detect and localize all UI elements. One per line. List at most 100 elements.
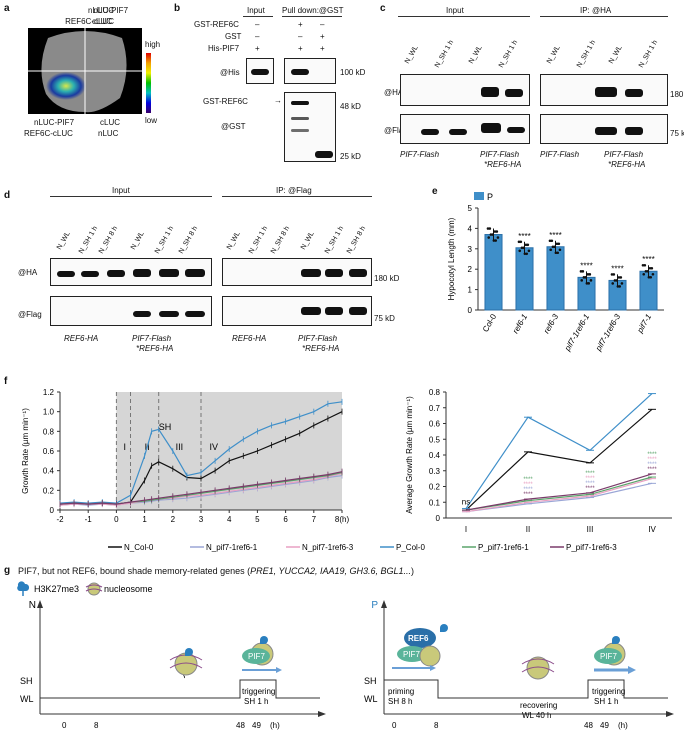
a-tl2: REF6C-cLUC [65, 17, 114, 26]
data-point [493, 230, 497, 233]
legend-label: N_pif7-1ref6-3 [302, 543, 354, 552]
svg-text:WL: WL [364, 694, 378, 704]
c-lane: N_WL [467, 44, 484, 65]
significance-label: **** [523, 487, 533, 493]
data-point [492, 239, 496, 242]
y-tick-label: 5 [468, 204, 473, 213]
x-tick-label: Col-0 [481, 312, 499, 334]
data-point [612, 273, 616, 276]
hypocotyl-bar-chart: P 0 1 2 3 4 5 Hypocotyl Length (mm) Col-0 **** ref… [447, 192, 664, 353]
series-line [465, 393, 653, 509]
series-line [59, 401, 343, 504]
svg-text:48: 48 [584, 721, 593, 730]
data-point [519, 240, 523, 244]
x-tick-label: II [526, 525, 530, 534]
b-row-name: GST-REF6C [194, 20, 239, 29]
data-point [610, 273, 614, 276]
series-line [59, 473, 343, 506]
x-tick-label: ref6-3 [542, 312, 561, 335]
d-lane: N_WL [299, 230, 316, 251]
y-tick-label: 0.6 [43, 447, 55, 456]
svg-text:SH 1 h: SH 1 h [244, 697, 268, 706]
svg-text:priming: priming [388, 687, 414, 696]
d-genotype: PIF7-Flash [298, 334, 338, 343]
luciferase-image [28, 28, 142, 114]
data-point [523, 252, 527, 256]
c-flag-ip-blot [540, 114, 668, 144]
x-tick-label: 7 [312, 515, 317, 524]
data-point [650, 266, 654, 270]
legend-label: N_Col-0 [124, 543, 154, 552]
data-point [589, 279, 593, 282]
data-point [617, 276, 621, 279]
data-point [615, 279, 619, 282]
c-lane: N_WL [607, 44, 624, 65]
significance-label: **** [647, 457, 657, 463]
b-row-name: His-PIF7 [208, 44, 240, 53]
legend-label: P_pif7-1ref6-3 [566, 543, 617, 552]
d-lane: N_WL [129, 230, 146, 251]
c-flag-input-blot [400, 114, 530, 144]
y-tick-label: 0.5 [429, 435, 441, 444]
d-lane: N_WL [55, 230, 72, 251]
significance-label: **** [518, 232, 530, 241]
d-ha-input-blot [50, 258, 212, 286]
legend-label: P_Col-0 [396, 543, 425, 552]
y-tick-label: 0.8 [429, 388, 441, 397]
d-genotype: PIF7-Flash [132, 334, 172, 343]
significance-label: **** [523, 477, 533, 483]
d-flag-ip-blot [222, 296, 372, 326]
y-tick-label: 0.2 [429, 483, 441, 492]
h3k27me3-icon [17, 581, 30, 591]
y-tick-label: 4 [468, 224, 473, 233]
d-ha-ip-blot [222, 258, 372, 286]
b-his-label: @His [220, 68, 240, 77]
panel-g-label: g [4, 565, 11, 576]
svg-text:triggering: triggering [592, 687, 625, 696]
d-genotype: REF6-HA [64, 334, 99, 343]
b-row-val: + [298, 20, 303, 29]
x-tick-label: ref6-1 [511, 313, 529, 336]
d-kd75: 75 kD [374, 314, 395, 323]
svg-text:WL: WL [20, 694, 34, 704]
data-point [548, 239, 552, 243]
significance-label: **** [611, 264, 623, 273]
data-point [581, 270, 585, 273]
c-ha-input-blot [400, 74, 530, 106]
d-flag-label: @Flag [18, 310, 42, 319]
d-lane: N_SH 8 h [97, 225, 120, 255]
significance-label: **** [585, 471, 595, 477]
b-row-val: + [255, 44, 260, 53]
y-tick-label: 3 [468, 245, 473, 254]
data-point [611, 282, 615, 285]
b-his-input-blot [246, 58, 274, 84]
data-point [647, 275, 651, 279]
b-row-val: + [320, 44, 325, 53]
svg-text:N: N [29, 600, 36, 611]
significance-label: **** [642, 255, 654, 264]
model-naive: N SH WL ⌇ PIF7 triggering SH 1 h 0 8 48 … [20, 600, 326, 730]
data-point [554, 251, 558, 255]
c-flag-label: @Flag [384, 126, 408, 135]
data-point [579, 270, 583, 273]
y-tick-label: 0 [436, 514, 441, 523]
panel-f-label: f [4, 376, 8, 387]
x-tick-label: 0 [114, 515, 119, 524]
c-lane: N_SH 1 h [497, 39, 520, 69]
data-point [558, 248, 562, 252]
y-tick-label: 2 [468, 265, 473, 274]
d-ip-header: IP: @Flag [276, 186, 312, 195]
d-genotype: REF6-HA [232, 334, 267, 343]
x-tick-label: 1 [142, 515, 147, 524]
data-point [651, 272, 655, 276]
data-point [489, 233, 493, 236]
significance-label: **** [647, 452, 657, 458]
y-tick-label: 0.4 [43, 467, 55, 476]
data-point [585, 282, 589, 285]
bar [484, 234, 503, 311]
y-tick-label: 0.2 [43, 486, 55, 495]
y-tick-label: 1 [468, 286, 473, 295]
data-point [524, 243, 528, 247]
c-genotype: PIF7-Flash [604, 150, 644, 159]
data-point [518, 249, 522, 253]
